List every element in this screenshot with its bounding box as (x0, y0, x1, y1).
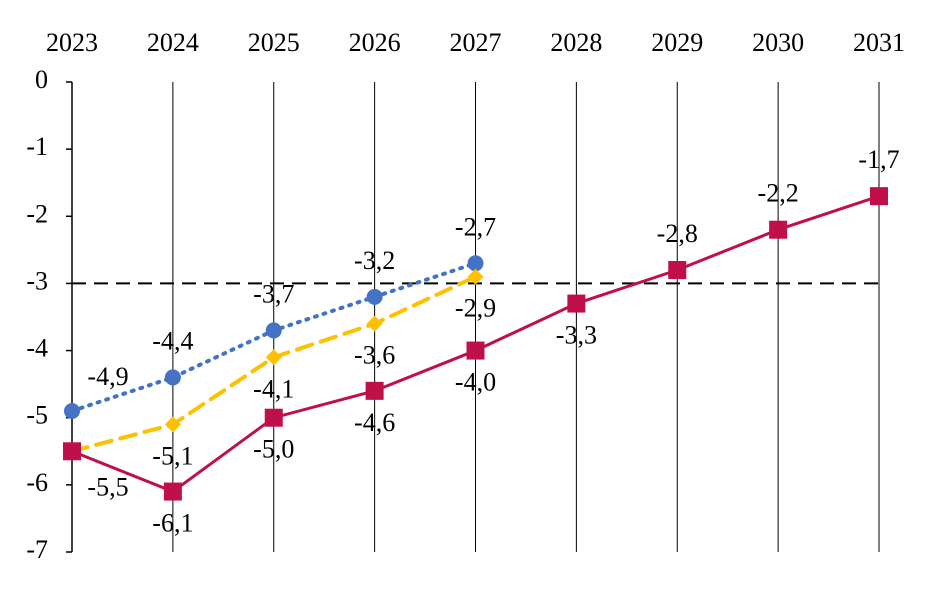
data-label: -1,7 (858, 145, 899, 174)
data-label: -4,0 (455, 368, 496, 397)
x-tick-label: 2031 (853, 28, 905, 57)
data-label: -5,5 (87, 472, 128, 501)
x-tick-label: 2029 (651, 28, 703, 57)
x-tick-label: 2023 (46, 28, 98, 57)
y-tick-label: -1 (26, 132, 48, 161)
marker (265, 349, 282, 366)
marker (366, 315, 383, 332)
x-tick-label: 2028 (550, 28, 602, 57)
data-label: -3,3 (556, 321, 597, 350)
data-label: -2,9 (455, 294, 496, 323)
data-label: -6,1 (152, 509, 193, 538)
data-label: -5,1 (152, 441, 193, 470)
y-tick-label: -3 (26, 266, 48, 295)
marker (567, 294, 586, 313)
data-label: -3,7 (253, 279, 294, 308)
marker (265, 322, 282, 339)
marker (467, 255, 484, 272)
data-label: -4,4 (152, 326, 193, 355)
y-tick-label: -2 (26, 199, 48, 228)
marker (769, 220, 788, 239)
data-label: -2,7 (455, 212, 496, 241)
x-tick-label: 2024 (147, 28, 199, 57)
marker (264, 408, 283, 427)
x-tick-label: 2027 (450, 28, 502, 57)
data-label: -2,8 (657, 219, 698, 248)
marker (467, 268, 484, 285)
data-label: -2,2 (758, 179, 799, 208)
marker (164, 369, 181, 386)
data-label: -5,0 (253, 435, 294, 464)
y-tick-label: -4 (26, 334, 48, 363)
marker (163, 482, 182, 501)
data-label: -4,6 (354, 408, 395, 437)
data-label: -3,6 (354, 341, 395, 370)
x-tick-label: 2025 (248, 28, 300, 57)
y-tick-label: 0 (35, 65, 48, 94)
marker (366, 288, 383, 305)
data-label: -4,9 (87, 362, 128, 391)
marker (63, 442, 81, 461)
x-tick-label: 2030 (752, 28, 804, 57)
marker (365, 381, 384, 400)
y-tick-label: -7 (26, 535, 48, 564)
marker (870, 187, 888, 206)
y-tick-label: -5 (26, 401, 48, 430)
marker (668, 261, 687, 279)
marker (64, 403, 80, 419)
marker (164, 416, 181, 433)
y-tick-label: -6 (26, 468, 48, 497)
marker (466, 341, 485, 360)
data-label: -4,1 (253, 374, 294, 403)
x-tick-label: 2026 (349, 28, 401, 57)
data-label: -3,2 (354, 246, 395, 275)
